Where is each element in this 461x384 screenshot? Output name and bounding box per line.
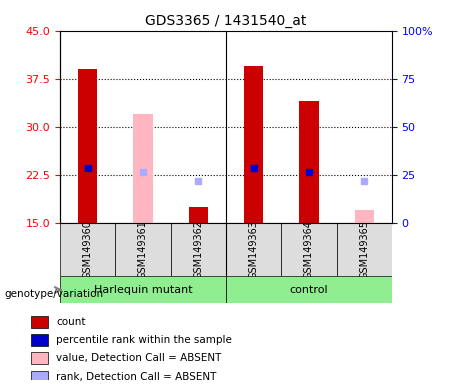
FancyBboxPatch shape xyxy=(171,223,226,276)
Bar xyxy=(31,316,48,328)
Bar xyxy=(31,371,48,382)
Text: GSM149362: GSM149362 xyxy=(193,220,203,279)
Title: GDS3365 / 1431540_at: GDS3365 / 1431540_at xyxy=(145,14,307,28)
Bar xyxy=(31,353,48,364)
FancyBboxPatch shape xyxy=(226,223,281,276)
Bar xyxy=(133,114,153,223)
Text: rank, Detection Call = ABSENT: rank, Detection Call = ABSENT xyxy=(56,371,217,382)
Text: value, Detection Call = ABSENT: value, Detection Call = ABSENT xyxy=(56,353,222,363)
Text: genotype/variation: genotype/variation xyxy=(5,289,104,299)
FancyBboxPatch shape xyxy=(60,223,115,276)
FancyBboxPatch shape xyxy=(60,276,226,303)
Text: GSM149363: GSM149363 xyxy=(248,220,259,279)
Text: control: control xyxy=(290,285,328,295)
FancyBboxPatch shape xyxy=(226,276,392,303)
FancyBboxPatch shape xyxy=(337,223,392,276)
Text: GSM149361: GSM149361 xyxy=(138,220,148,279)
FancyBboxPatch shape xyxy=(281,223,337,276)
Text: percentile rank within the sample: percentile rank within the sample xyxy=(56,335,232,345)
Bar xyxy=(244,66,263,223)
Text: GSM149364: GSM149364 xyxy=(304,220,314,279)
Bar xyxy=(189,207,208,223)
Text: count: count xyxy=(56,317,86,327)
Bar xyxy=(31,334,48,346)
Bar xyxy=(78,69,97,223)
Bar xyxy=(355,210,374,223)
Text: Harlequin mutant: Harlequin mutant xyxy=(94,285,192,295)
FancyBboxPatch shape xyxy=(115,223,171,276)
Text: GSM149360: GSM149360 xyxy=(83,220,93,279)
Text: GSM149365: GSM149365 xyxy=(359,220,369,279)
Bar xyxy=(299,101,319,223)
